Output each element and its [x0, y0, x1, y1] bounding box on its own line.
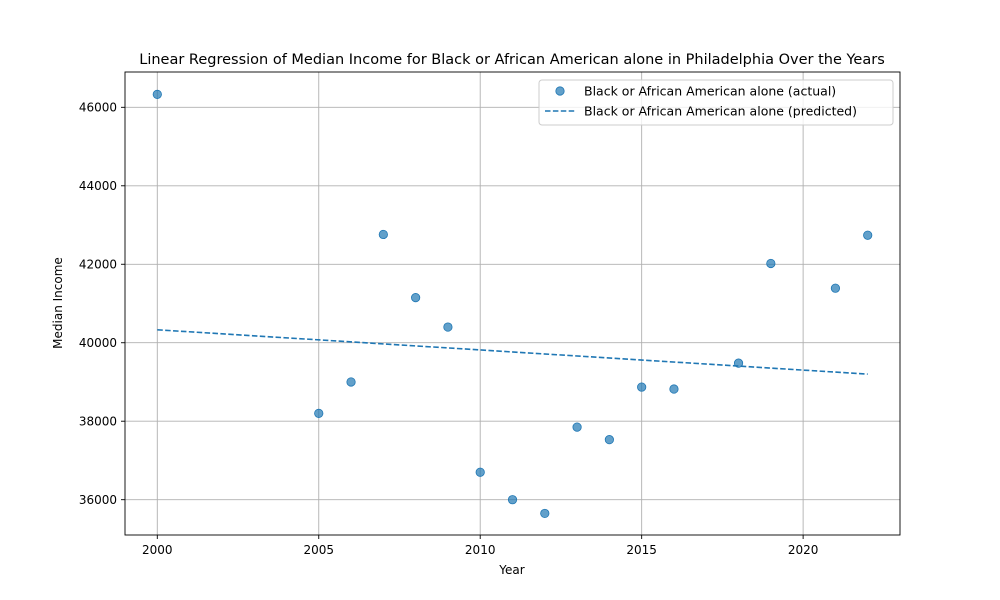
x-tick-label: 2015: [626, 543, 657, 557]
scatter-point: [572, 422, 582, 432]
y-tick-label: 44000: [79, 179, 117, 193]
x-tick-label: 2000: [142, 543, 173, 557]
scatter-point: [669, 384, 679, 394]
scatter-point: [346, 377, 356, 387]
y-axis-label: Median Income: [51, 257, 65, 349]
grid-layer: [125, 72, 900, 535]
regression-line: [157, 328, 868, 375]
scatter-point: [378, 229, 388, 240]
scatter-point: [443, 322, 453, 332]
tick-layer: 2000 2005 2010 2015 2020 36000 38000 40000 42000…: [79, 101, 819, 557]
scatter-point: [863, 230, 873, 240]
scatter-point: [766, 258, 776, 269]
scatter-point: [411, 293, 421, 303]
x-axis-label: Year: [498, 563, 524, 577]
legend-box: [538, 79, 894, 126]
y-tick-label: 46000: [79, 101, 117, 115]
scatter-point: [152, 89, 162, 99]
legend-marker-actual: [555, 86, 565, 96]
scatter-point: [637, 382, 647, 392]
scatter-point: [475, 467, 485, 477]
y-tick-label: 42000: [79, 258, 117, 272]
legend: Black or African American alone (actual)…: [538, 79, 894, 126]
y-tick-label: 38000: [79, 415, 117, 429]
chart-title: Linear Regression of Median Income for B…: [139, 52, 885, 68]
scatter-point: [314, 408, 324, 418]
scatter-point: [540, 508, 550, 519]
x-tick-label: 2010: [465, 543, 496, 557]
data-layer: [152, 89, 873, 519]
y-tick-label: 40000: [79, 336, 117, 350]
scatter-point: [507, 495, 518, 505]
legend-label-actual: Black or African American alone (actual): [584, 84, 836, 99]
plot-frame: [124, 71, 901, 536]
legend-label-predicted: Black or African American alone (predict…: [584, 104, 857, 119]
x-tick-label: 2005: [303, 543, 334, 557]
scatter-point: [830, 283, 841, 293]
x-tick-label: 2020: [788, 543, 819, 557]
scatter-point: [604, 435, 614, 445]
y-tick-label: 36000: [79, 493, 117, 507]
